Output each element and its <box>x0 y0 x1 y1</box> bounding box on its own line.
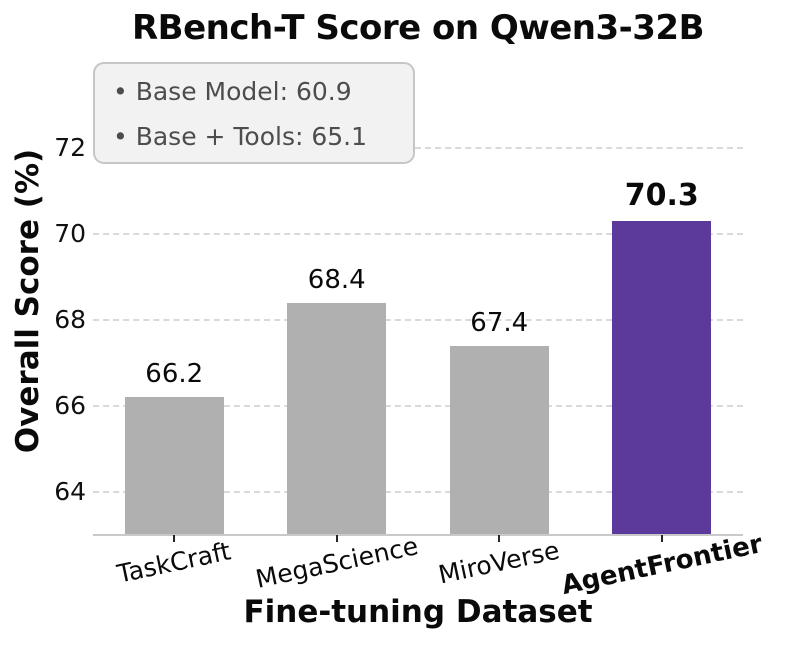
y-tick-label-64: 64 <box>54 477 86 506</box>
chart-title: RBench-T Score on Qwen3-32B <box>131 8 705 48</box>
annotation-line-base-model: • Base Model: 60.9 <box>113 77 352 106</box>
bar-value-label: 67.4 <box>470 307 529 338</box>
bar-taskcraft <box>124 397 224 535</box>
x-tick-mark <box>173 535 176 542</box>
y-tick-label-70: 70 <box>54 219 86 248</box>
y-tick-label-66: 66 <box>54 391 86 420</box>
x-axis-label: Fine-tuning Dataset <box>243 594 593 630</box>
x-tick-mark <box>498 535 501 542</box>
gridline-70 <box>93 233 743 235</box>
x-axis-line <box>93 534 743 536</box>
bar-agentfrontier <box>612 221 712 535</box>
gridline-64 <box>93 491 743 493</box>
gridline-66 <box>93 405 743 407</box>
bar-value-label: 70.3 <box>624 178 699 214</box>
annotation-box: • Base Model: 60.9 • Base + Tools: 65.1 <box>93 62 415 164</box>
gridline-68 <box>93 319 743 321</box>
x-tick-mark <box>335 535 338 542</box>
bar-value-label: 66.2 <box>145 359 204 390</box>
annotation-line-base-tools: • Base + Tools: 65.1 <box>113 122 368 151</box>
y-tick-label-72: 72 <box>54 133 86 162</box>
y-tick-label-68: 68 <box>54 305 86 334</box>
bar-megascience <box>287 302 387 535</box>
bar-value-label: 68.4 <box>307 264 366 295</box>
x-tick-mark <box>660 535 663 542</box>
gridline-72 <box>93 147 743 149</box>
bar-miroverse <box>449 345 549 535</box>
